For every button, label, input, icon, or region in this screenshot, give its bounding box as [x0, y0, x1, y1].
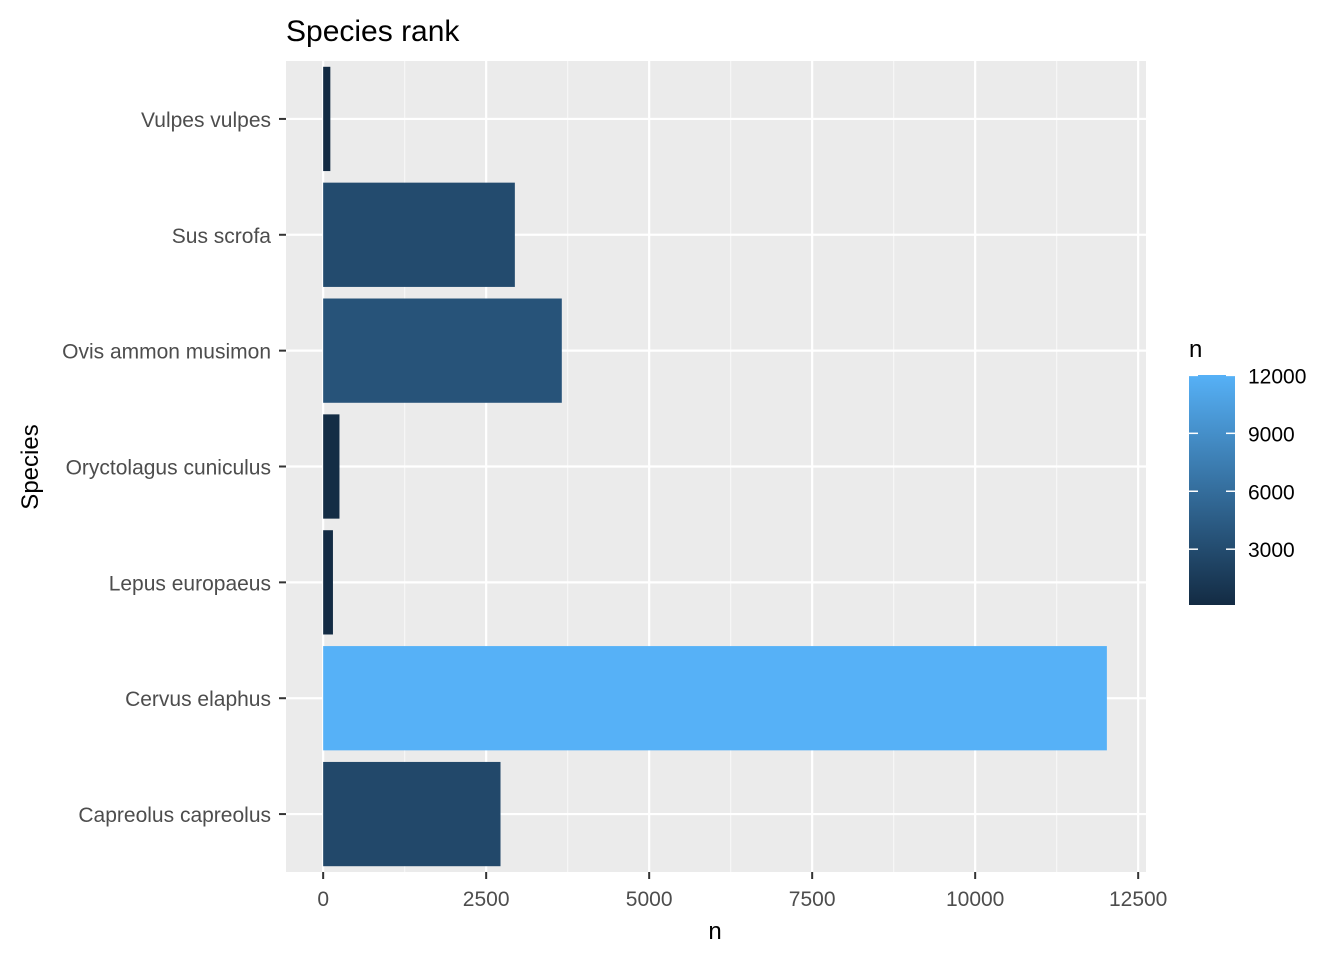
- bar-vulpes-vulpes: [323, 66, 331, 172]
- bars: [323, 66, 1107, 867]
- x-tick-label: 0: [317, 888, 329, 911]
- bar-lepus-europaeus: [323, 530, 333, 635]
- y-tick-label: Cervus elaphus: [125, 688, 271, 711]
- y-tick-label: Vulpes vulpes: [141, 109, 271, 132]
- color-legend: n 3000 6000 9000 12000: [1189, 336, 1306, 605]
- y-tick-label: Capreolus capreolus: [78, 804, 271, 827]
- bar-capreolus-capreolus: [323, 761, 501, 867]
- legend-title: n: [1189, 336, 1202, 363]
- chart-title: Species rank: [286, 15, 460, 48]
- legend-tick-label: 12000: [1248, 365, 1306, 388]
- legend-tick-label: 6000: [1248, 481, 1295, 504]
- legend-tick-label: 9000: [1248, 423, 1295, 446]
- x-axis: 0 2500 5000 7500 10000 12500: [317, 872, 1167, 911]
- y-tick-label: Lepus europaeus: [109, 572, 271, 595]
- x-axis-title: n: [708, 918, 721, 945]
- y-axis-title: Species: [17, 424, 44, 509]
- x-tick-label: 7500: [789, 888, 836, 911]
- y-axis: Capreolus capreolus Cervus elaphus Lepus e…: [62, 109, 286, 827]
- bar-sus-scrofa: [323, 182, 515, 287]
- legend-ticks: 3000 6000 9000 12000: [1189, 365, 1306, 562]
- x-tick-label: 2500: [463, 888, 510, 911]
- legend-tick-label: 3000: [1248, 539, 1295, 562]
- legend-colorbar: [1189, 375, 1235, 605]
- y-tick-label: Oryctolagus cuniculus: [66, 457, 271, 480]
- bar-oryctolagus-cuniculus: [323, 414, 340, 519]
- y-tick-label: Ovis ammon musimon: [62, 341, 271, 364]
- x-tick-label: 10000: [946, 888, 1004, 911]
- y-tick-label: Sus scrofa: [172, 225, 272, 248]
- x-tick-label: 5000: [626, 888, 673, 911]
- bar-ovis-ammon-musimon: [323, 298, 562, 403]
- bar-cervus-elaphus: [323, 646, 1107, 751]
- x-tick-label: 12500: [1109, 888, 1167, 911]
